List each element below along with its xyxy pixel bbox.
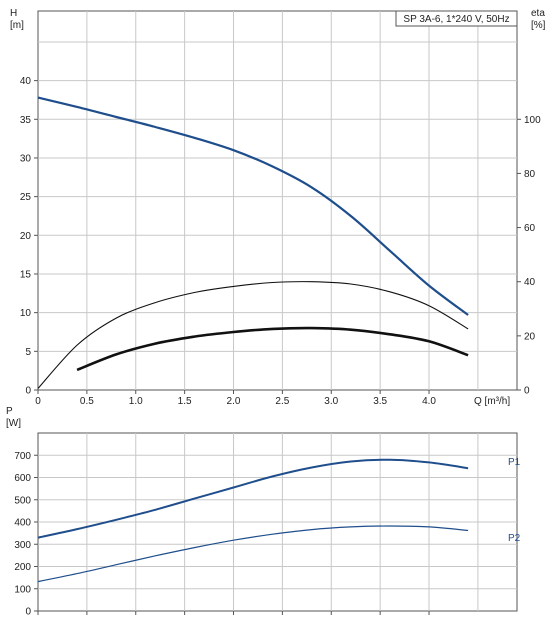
- bottom-y-tick-label: 700: [14, 451, 31, 462]
- x-tick-label: 2.0: [227, 396, 241, 407]
- top-y2-tick-label: 100: [524, 115, 541, 126]
- eta-thick-curve: [76, 326, 469, 372]
- bottom-y-tick-label: 500: [14, 495, 31, 506]
- q-axis-label: Q [m³/h]: [474, 396, 510, 407]
- top-y2-tick-label: 80: [524, 169, 536, 180]
- top-y-tick-label: 35: [20, 115, 32, 126]
- top-plot-frame: [37, 10, 518, 391]
- top-y-tick-label: 10: [20, 308, 32, 319]
- top-y2-tick-label: 0: [524, 386, 530, 397]
- bottom-y-tick-label: 400: [14, 518, 31, 529]
- eta-thin-curve: [37, 281, 469, 389]
- power-curve-p2: [37, 525, 469, 583]
- chart-title: SP 3A-6, 1*240 V, 50Hz: [403, 14, 509, 25]
- eta-axis-label: eta: [531, 8, 545, 19]
- x-tick-label: 0: [35, 396, 41, 407]
- power-curve-p1: [37, 458, 469, 539]
- x-tick-label: 4.0: [422, 396, 436, 407]
- x-tick-label: 3.5: [373, 396, 387, 407]
- p-axis-unit: [W]: [6, 418, 21, 429]
- title-box: [395, 10, 518, 27]
- top-y-tick-label: 0: [25, 386, 31, 397]
- top-y-tick-label: 20: [20, 231, 32, 242]
- head-curve: [37, 96, 469, 316]
- bottom-y-tick-label: 100: [14, 584, 31, 595]
- bottom-y-tick-label: 600: [14, 473, 31, 484]
- top-y-tick-label: 5: [25, 347, 31, 358]
- bottom-y-tick-label: 0: [25, 607, 31, 618]
- power-series-label-p1: P1: [508, 457, 521, 468]
- bottom-y-tick-label: 200: [14, 562, 31, 573]
- x-tick-label: 1.5: [178, 396, 192, 407]
- top-y-tick-label: 40: [20, 76, 32, 87]
- top-y2-tick-label: 60: [524, 223, 536, 234]
- bottom-y-tick-label: 300: [14, 540, 31, 551]
- h-axis-unit: [m]: [10, 20, 24, 31]
- x-tick-label: 2.5: [275, 396, 289, 407]
- p-axis-label: P: [6, 406, 13, 417]
- top-y-tick-label: 30: [20, 153, 32, 164]
- top-y-tick-label: 15: [20, 269, 32, 280]
- eta-axis-unit: [%]: [531, 20, 546, 31]
- x-tick-label: 0.5: [80, 396, 94, 407]
- power-series-label-p2: P2: [508, 533, 521, 544]
- top-y-tick-label: 25: [20, 192, 32, 203]
- x-tick-label: 3.0: [324, 396, 338, 407]
- x-tick-label: 1.0: [129, 396, 143, 407]
- top-y2-tick-label: 20: [524, 331, 536, 342]
- top-y2-tick-label: 40: [524, 277, 536, 288]
- h-axis-label: H: [10, 8, 17, 19]
